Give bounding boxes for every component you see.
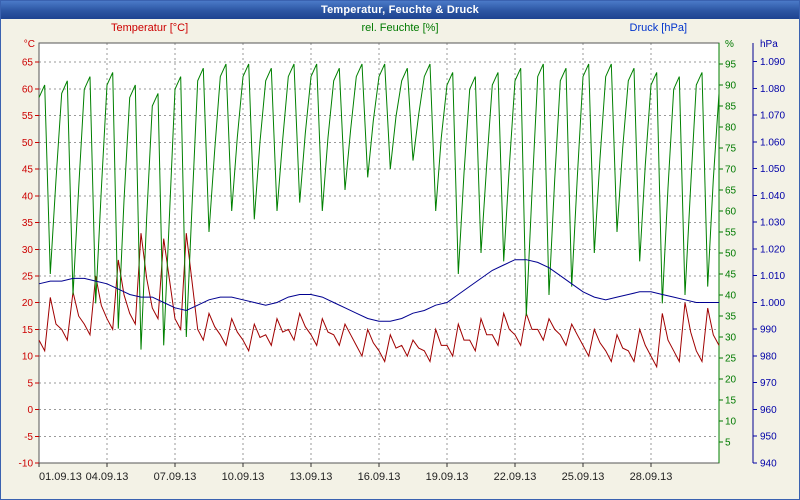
legend-pressure-label: Druck [hPa] xyxy=(629,22,687,34)
humidity-tick-label: 80 xyxy=(725,123,737,134)
temperature-tick-label: 10 xyxy=(22,352,34,363)
pressure-tick-label: 1.040 xyxy=(760,191,785,202)
date-tick-label: 28.09.13 xyxy=(630,471,673,483)
temperature-tick-label: -10 xyxy=(19,459,34,470)
humidity-tick-label: 10 xyxy=(725,417,737,428)
temperature-tick-label: 50 xyxy=(22,138,34,149)
pressure-series-line xyxy=(38,259,719,322)
temperature-tick-label: 45 xyxy=(22,165,34,176)
temperature-tick-label: 35 xyxy=(22,218,34,229)
temperature-tick-label: 30 xyxy=(22,245,34,256)
humidity-unit-label: % xyxy=(725,39,734,50)
pressure-tick-label: 990 xyxy=(760,325,777,336)
pressure-unit-label: hPa xyxy=(760,39,778,50)
legend-humidity-label: rel. Feuchte [%] xyxy=(361,22,439,34)
pressure-tick-label: 1.030 xyxy=(760,218,785,229)
temperature-tick-label: 65 xyxy=(22,58,34,69)
humidity-tick-label: 45 xyxy=(725,270,737,281)
temperature-tick-label: 0 xyxy=(27,405,33,416)
temperature-tick-label: 60 xyxy=(22,84,34,95)
date-tick-label: 19.09.13 xyxy=(426,471,469,483)
pressure-tick-label: 1.090 xyxy=(760,57,785,68)
humidity-tick-label: 60 xyxy=(725,207,737,218)
pressure-tick-label: 1.080 xyxy=(760,84,785,95)
humidity-tick-label: 40 xyxy=(725,291,737,302)
humidity-tick-label: 70 xyxy=(725,165,737,176)
window-titlebar: Temperatur, Feuchte & Druck xyxy=(1,1,799,19)
temperature-tick-label: 20 xyxy=(22,298,34,309)
pressure-tick-label: 940 xyxy=(760,459,777,470)
date-tick-label: 13.09.13 xyxy=(290,471,333,483)
humidity-tick-label: 30 xyxy=(725,333,737,344)
temperature-tick-label: 40 xyxy=(22,191,34,202)
pressure-tick-label: 1.010 xyxy=(760,271,785,282)
pressure-tick-label: 970 xyxy=(760,378,777,389)
humidity-tick-label: 15 xyxy=(725,396,737,407)
humidity-tick-label: 35 xyxy=(725,312,737,323)
temperature-tick-label: -5 xyxy=(24,432,33,443)
pressure-tick-label: 1.070 xyxy=(760,111,785,122)
date-tick-label: 10.09.13 xyxy=(222,471,265,483)
pressure-tick-label: 1.050 xyxy=(760,164,785,175)
date-tick-label: 22.09.13 xyxy=(494,471,537,483)
chart-canvas: 65605550454035302520151050-5-10°C9590858… xyxy=(19,39,786,483)
pressure-tick-label: 1.060 xyxy=(760,137,785,148)
pressure-tick-label: 1.000 xyxy=(760,298,785,309)
temperature-series-line xyxy=(38,233,720,369)
date-tick-label: 04.09.13 xyxy=(86,471,129,483)
pressure-tick-label: 960 xyxy=(760,405,777,416)
pressure-tick-label: 1.020 xyxy=(760,244,785,255)
humidity-tick-label: 55 xyxy=(725,228,737,239)
temperature-tick-label: 25 xyxy=(22,271,34,282)
temperature-tick-label: 5 xyxy=(27,378,33,389)
humidity-tick-label: 90 xyxy=(725,81,737,92)
date-tick-label: 01.09.13 xyxy=(39,471,82,483)
date-tick-label: 07.09.13 xyxy=(154,471,197,483)
humidity-tick-label: 75 xyxy=(725,144,737,155)
temperature-tick-label: 55 xyxy=(22,111,34,122)
window-title: Temperatur, Feuchte & Druck xyxy=(320,4,479,16)
humidity-tick-label: 20 xyxy=(725,375,737,386)
chart-legend: Temperatur [°C] rel. Feuchte [%] Druck [… xyxy=(1,19,799,37)
legend-temperature-label: Temperatur [°C] xyxy=(111,22,189,34)
humidity-tick-label: 25 xyxy=(725,354,737,365)
date-tick-label: 16.09.13 xyxy=(358,471,401,483)
humidity-tick-label: 85 xyxy=(725,102,737,113)
humidity-series-line xyxy=(38,63,720,350)
pressure-tick-label: 950 xyxy=(760,432,777,443)
pressure-tick-label: 980 xyxy=(760,351,777,362)
temperature-unit-label: °C xyxy=(24,39,35,50)
temperature-tick-label: 15 xyxy=(22,325,34,336)
humidity-tick-label: 65 xyxy=(725,186,737,197)
date-tick-label: 25.09.13 xyxy=(562,471,605,483)
humidity-tick-label: 95 xyxy=(725,60,737,71)
humidity-tick-label: 5 xyxy=(725,438,731,449)
humidity-tick-label: 50 xyxy=(725,249,737,260)
